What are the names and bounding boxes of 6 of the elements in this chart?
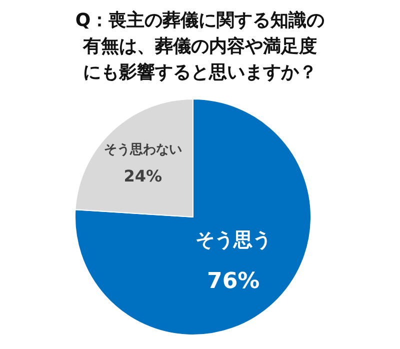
data-label: 76%: [207, 269, 260, 294]
slice-label: そう思わない: [104, 142, 182, 158]
data-label: 24%: [124, 166, 162, 186]
slice-label: そう思う: [195, 229, 272, 252]
pie-slice: [74, 98, 312, 336]
chart-title: Q：喪主の葬儀に関する知識の有無は、葬儀の内容や満足度にも影響すると思いますか？: [74, 9, 326, 85]
